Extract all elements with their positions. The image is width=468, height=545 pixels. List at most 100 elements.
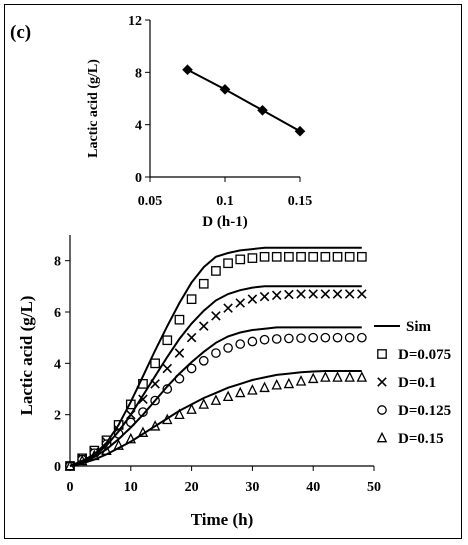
y-tick-label: 4 [54, 357, 61, 372]
data-point-cross [186, 332, 197, 343]
data-point-cross [344, 289, 355, 299]
data-point-cross [247, 294, 258, 304]
y-tick-label: 8 [135, 66, 142, 81]
legend-marker-circle [377, 405, 387, 415]
data-point-circle [344, 332, 355, 343]
legend-label: D=0.125 [398, 403, 451, 419]
data-point-triangle [283, 377, 295, 389]
y-axis-label: Lactic acid (g/L) [17, 296, 36, 416]
data-point-square [344, 251, 355, 262]
data-point-circle [320, 332, 331, 343]
data-point-square [259, 251, 270, 262]
data-point-cross [259, 291, 270, 302]
data-point [294, 125, 306, 137]
data-point-cross [357, 289, 367, 299]
data-point-cross [138, 394, 148, 405]
legend-label: Sim [406, 319, 432, 335]
data-point-cross [320, 289, 331, 299]
data-point-cross [211, 311, 221, 321]
data-point-cross [332, 289, 343, 299]
data-point-square [284, 251, 294, 262]
data-point-triangle [186, 403, 197, 414]
data-point-triangle [332, 371, 343, 382]
y-tick-label: 0 [54, 460, 61, 475]
data-point [182, 64, 193, 76]
data-point-circle [271, 334, 282, 344]
legend-label: D=0.075 [398, 347, 451, 363]
x-tick-label: 50 [367, 480, 381, 495]
sim-line [69, 285, 362, 467]
sim-line [69, 326, 362, 467]
data-point-square [308, 251, 319, 262]
data-point-cross [271, 290, 282, 301]
data-point-square [174, 314, 185, 325]
data-point-square [271, 251, 282, 262]
data-point-circle [308, 332, 319, 343]
y-tick-label: 8 [54, 255, 61, 270]
data-point-square [198, 278, 209, 289]
x-tick-label: 20 [185, 480, 199, 495]
data-point-circle [356, 332, 367, 343]
y-tick-label: 4 [135, 119, 142, 134]
data-point-circle [284, 333, 294, 344]
x-tick-label: 0.15 [288, 194, 313, 209]
x-axis-label: Time (h) [191, 510, 254, 529]
data-point-square [320, 251, 331, 262]
legend-marker-square [377, 349, 387, 359]
data-point-circle [198, 355, 209, 366]
data-point-circle [138, 407, 148, 417]
data-point-triangle [210, 394, 222, 405]
data-point-square [235, 254, 246, 265]
data-point-triangle [344, 371, 355, 382]
data-point-square [296, 251, 306, 262]
x-tick-label: 10 [124, 480, 138, 495]
x-tick-label: 30 [245, 480, 259, 495]
data-point-cross [162, 363, 173, 374]
data-point-square [186, 294, 197, 305]
data-point-circle [296, 333, 306, 344]
data-point [257, 104, 268, 116]
legend-label: D=0.1 [398, 375, 436, 391]
data-point-circle [247, 336, 258, 347]
x-axis-label: D (h-1) [202, 214, 247, 230]
data-point-cross [198, 321, 209, 331]
legend-marker-triangle [376, 431, 388, 443]
data-point-circle [223, 343, 233, 353]
main-chart: 0 2 4 6 8 0 10 20 30 40 50 Time (h) Lactic acid (g/L… [17, 235, 451, 529]
data-point-square [162, 335, 173, 346]
inset-chart: 0 4 8 12 0.05 0.1 0.15 D (h-1) Lactic acid (g/L) [86, 14, 312, 230]
data-point-triangle [198, 398, 210, 409]
data-point-square [211, 266, 221, 276]
data-point-square [223, 258, 233, 269]
y-tick-label: 12 [128, 14, 142, 29]
data-point-triangle [356, 371, 368, 382]
data-point-square [150, 358, 160, 369]
sim-line [69, 246, 362, 467]
data-point-square [332, 251, 343, 262]
trend-line [187, 68, 301, 133]
data-point-cross [235, 298, 246, 308]
sim-line [69, 370, 362, 467]
panel-label: (c) [10, 22, 31, 43]
data-point-cross [174, 348, 185, 358]
data-point-cross [223, 303, 233, 313]
x-tick-label: 40 [306, 480, 320, 495]
y-tick-label: 2 [54, 409, 61, 424]
data-point-triangle [259, 381, 270, 393]
data-point-triangle [320, 371, 331, 382]
data-point-triangle [247, 384, 258, 395]
data-point-triangle [271, 378, 282, 390]
data-point-circle [186, 363, 197, 374]
data-point [219, 84, 231, 95]
data-point-circle [235, 339, 246, 349]
data-point-triangle [234, 386, 246, 398]
data-point-square [247, 253, 258, 263]
data-point-cross [296, 289, 306, 299]
data-point-circle [259, 334, 270, 345]
data-point-square [356, 251, 367, 262]
data-point-circle [211, 348, 221, 358]
data-point-circle [162, 384, 173, 394]
figure-frame [4, 4, 462, 539]
y-tick-label: 0 [135, 171, 142, 186]
